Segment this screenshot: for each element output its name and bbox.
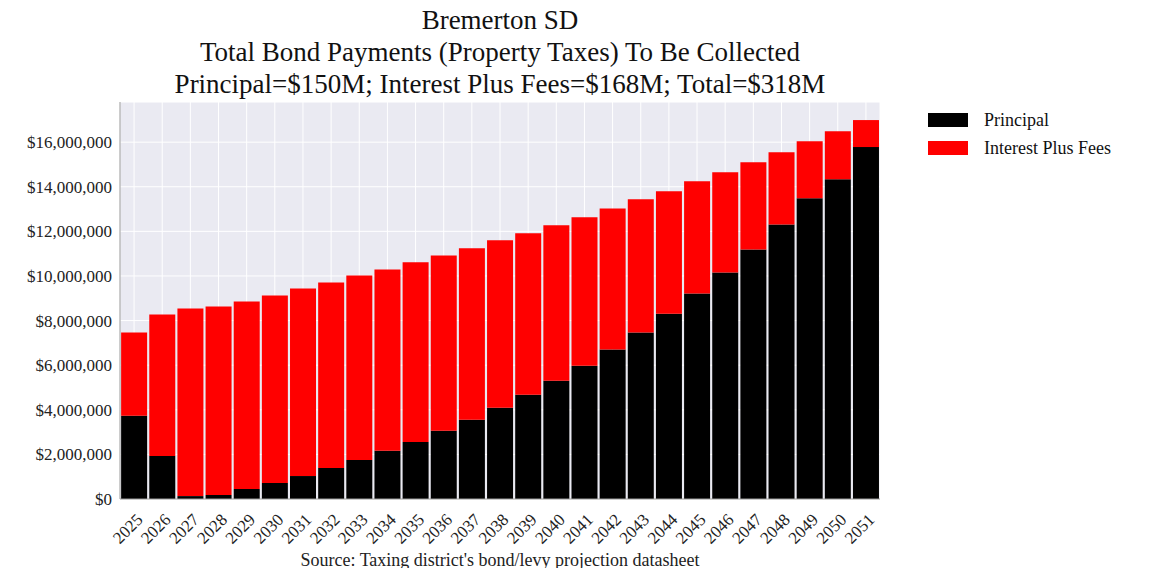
- svg-text:2035: 2035: [391, 510, 428, 547]
- svg-text:2031: 2031: [278, 510, 315, 547]
- svg-text:2043: 2043: [616, 510, 653, 547]
- svg-text:2026: 2026: [137, 510, 174, 547]
- svg-text:2037: 2037: [447, 510, 485, 548]
- svg-text:2045: 2045: [672, 510, 709, 547]
- svg-text:2036: 2036: [419, 510, 456, 547]
- svg-text:2046: 2046: [700, 510, 737, 547]
- svg-text:$2,000,000: $2,000,000: [36, 445, 113, 464]
- svg-text:$6,000,000: $6,000,000: [36, 356, 113, 375]
- svg-text:2030: 2030: [250, 510, 287, 547]
- svg-text:2039: 2039: [503, 510, 540, 547]
- svg-text:2049: 2049: [785, 510, 822, 547]
- svg-text:2047: 2047: [728, 510, 766, 548]
- svg-text:$4,000,000: $4,000,000: [36, 401, 113, 420]
- svg-text:2051: 2051: [841, 510, 878, 547]
- svg-text:2038: 2038: [475, 510, 512, 547]
- svg-text:2025: 2025: [109, 510, 146, 547]
- svg-text:2032: 2032: [306, 510, 343, 547]
- svg-text:2027: 2027: [165, 510, 203, 548]
- svg-text:$8,000,000: $8,000,000: [36, 312, 113, 331]
- html-text:Principal: Principal: [984, 109, 1049, 130]
- html-text:Interest Plus Fees: Interest Plus Fees: [984, 137, 1111, 158]
- svg-text:2028: 2028: [193, 510, 230, 547]
- svg-text:2050: 2050: [813, 510, 850, 547]
- html-text:Bremerton SD: Bremerton SD: [421, 5, 579, 35]
- svg-text:$0: $0: [95, 490, 112, 509]
- svg-text:2041: 2041: [559, 510, 596, 547]
- svg-text:2042: 2042: [588, 510, 625, 547]
- svg-text:2040: 2040: [531, 510, 568, 547]
- svg-text:$16,000,000: $16,000,000: [27, 133, 112, 152]
- svg-text:2033: 2033: [334, 510, 371, 547]
- svg-text:Source: Taxing district's bond: Source: Taxing district's bond/levy proj…: [300, 550, 699, 568]
- svg-text:2044: 2044: [644, 510, 682, 548]
- svg-text:2029: 2029: [222, 510, 259, 547]
- html-text:Total Bond Payments (Property: Total Bond Payments (Property Taxes) To …: [200, 37, 800, 67]
- svg-text:2034: 2034: [362, 510, 400, 548]
- svg-text:$12,000,000: $12,000,000: [27, 222, 112, 241]
- html-text:Principal=$150M; Interest Plus: Principal=$150M; Interest Plus Fees=$168…: [174, 69, 826, 99]
- svg-text:$10,000,000: $10,000,000: [27, 267, 112, 286]
- svg-text:$14,000,000: $14,000,000: [27, 178, 112, 197]
- svg-text:2048: 2048: [756, 510, 793, 547]
